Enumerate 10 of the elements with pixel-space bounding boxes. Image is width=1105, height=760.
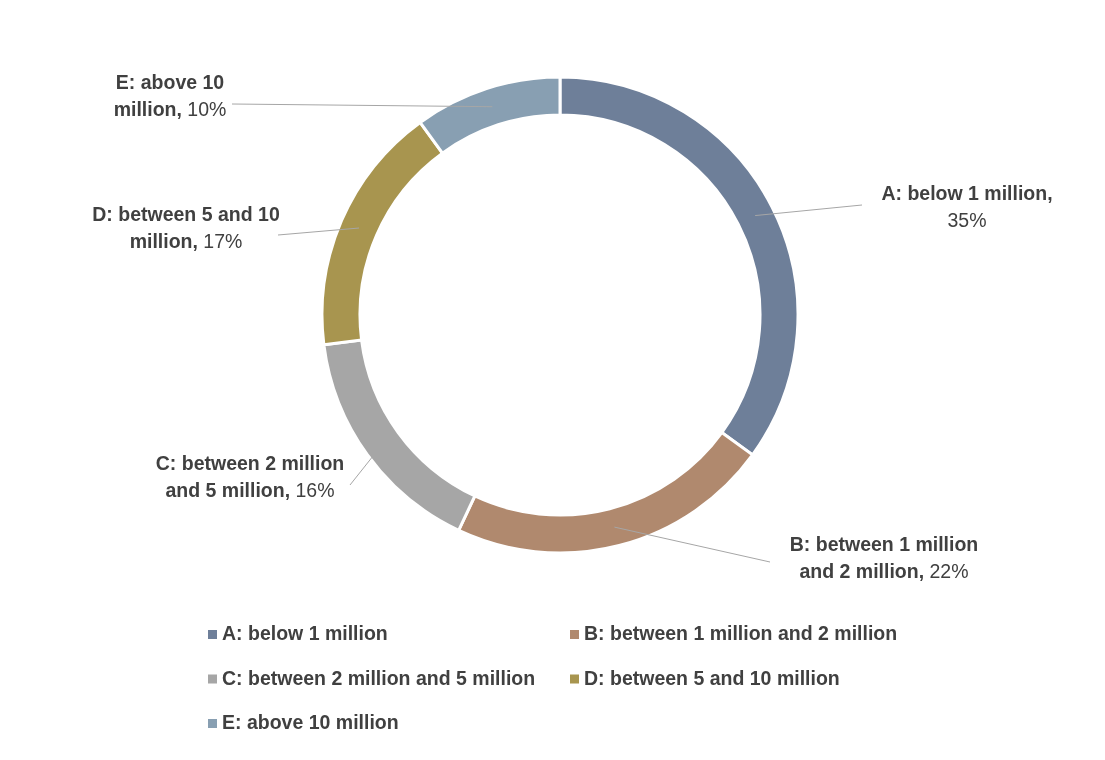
legend-label: E: above 10 million <box>222 711 399 733</box>
data-label: B: between 1 million and 2 million, 22% <box>789 533 979 582</box>
data-label: E: above 10 million, 10% <box>113 71 227 120</box>
legend-label: D: between 5 and 10 million <box>584 666 840 689</box>
data-label: C: between 2 million and 5 million, 16% <box>155 452 345 501</box>
data-label: D: between 5 and 10 million, 17% <box>92 203 280 252</box>
legend-label: C: between 2 million and 5 million <box>222 666 536 689</box>
data-label: A: below 1 million, 35% <box>881 182 1053 231</box>
legend-label: A: below 1 million <box>222 622 388 644</box>
legend-label: B: between 1 million and 2 million <box>584 622 898 644</box>
